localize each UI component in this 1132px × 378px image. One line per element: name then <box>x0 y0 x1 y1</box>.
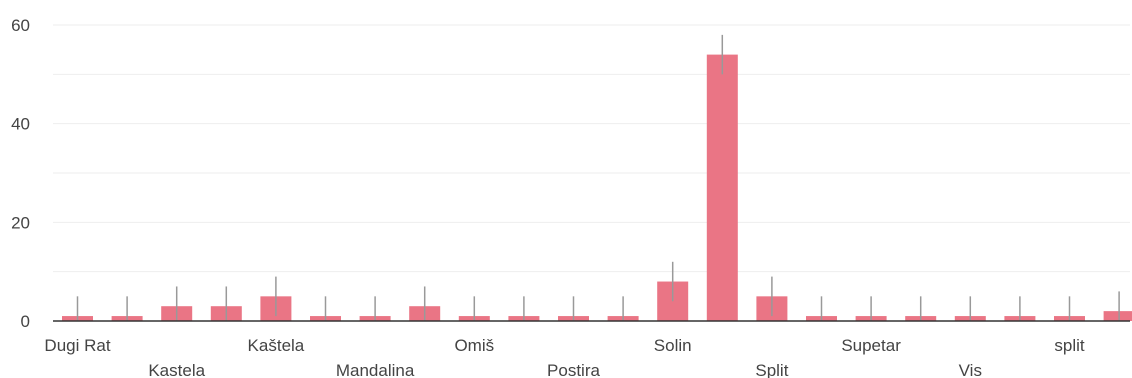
grid-lines <box>53 24 1130 273</box>
x-tick-label: Kaštela <box>248 336 305 355</box>
y-tick-label: 60 <box>11 16 30 35</box>
x-tick-label: Split <box>755 361 788 378</box>
x-tick-label: split <box>1054 336 1085 355</box>
x-tick-label: Kastela <box>148 361 205 378</box>
x-tick-label: Supetar <box>841 336 901 355</box>
x-tick-label: Omiš <box>454 336 494 355</box>
x-tick-label: Vis <box>959 361 982 378</box>
y-tick-label: 20 <box>11 213 30 232</box>
error-bars <box>76 34 1120 321</box>
x-axis-ticks: Dugi Rat Kastela Kaštela Mandalina Omiš Posti… <box>44 336 1084 378</box>
bars <box>62 54 1132 321</box>
y-tick-label: 0 <box>21 312 30 331</box>
x-tick-label: Solin <box>654 336 692 355</box>
y-tick-label: 40 <box>11 115 30 134</box>
y-axis-ticks: 0 20 40 60 <box>11 16 30 331</box>
x-tick-label: Dugi Rat <box>44 336 110 355</box>
x-tick-label: Postira <box>547 361 600 378</box>
bar <box>1103 311 1132 321</box>
x-tick-label: Mandalina <box>336 361 415 378</box>
bar <box>706 54 738 321</box>
